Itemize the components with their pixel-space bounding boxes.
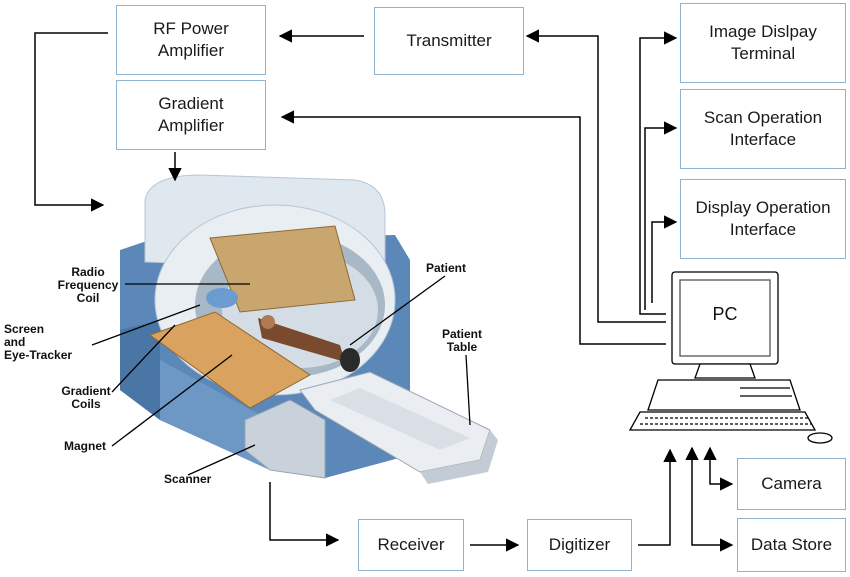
rf-power-amplifier-box: RF Power Amplifier — [116, 5, 266, 75]
data-store-box: Data Store — [737, 518, 846, 572]
pc-label: PC — [712, 304, 738, 324]
pc-illustration — [628, 271, 833, 444]
label-radio-frequency-coil: Radio Frequency Coil — [57, 265, 119, 305]
arrow-pc-to-gradient — [280, 110, 666, 345]
connectors — [34, 29, 734, 552]
gradient-amplifier-box: Gradient Amplifier — [116, 80, 266, 150]
digitizer-box: Digitizer — [527, 519, 632, 571]
arrow-pc-to-scan-operation — [644, 121, 678, 310]
arrow-pc-to-display-operation — [651, 215, 678, 303]
camera-box: Camera — [737, 458, 846, 510]
arrow-pc-data-store — [685, 446, 734, 552]
label-scanner: Scanner — [164, 472, 212, 486]
receiver-box: Receiver — [358, 519, 464, 571]
arrow-pc-camera — [703, 446, 734, 491]
display-operation-interface-box: Display Operation Interface — [680, 179, 846, 259]
arrow-pc-to-transmitter — [525, 29, 666, 323]
label-leaders — [91, 275, 471, 476]
arrow-rf-to-scanner — [34, 32, 108, 212]
label-patient: Patient — [426, 261, 467, 275]
image-display-terminal-box: Image Dislpay Terminal — [680, 3, 846, 83]
arrow-scanner-to-receiver — [269, 482, 340, 547]
scan-operation-interface-box: Scan Operation Interface — [680, 89, 846, 169]
label-gradient-coils: Gradient Coils — [61, 384, 111, 411]
arrow-pc-to-image-display — [639, 31, 678, 315]
label-screen-eye-tracker: Screen and Eye-Tracker — [4, 322, 73, 362]
transmitter-box: Transmitter — [374, 7, 524, 75]
mri-scanner-illustration — [120, 174, 498, 484]
label-patient-table: Patient Table — [441, 327, 482, 354]
arrow-digitizer-to-pc — [638, 448, 677, 546]
label-magnet: Magnet — [64, 439, 106, 453]
